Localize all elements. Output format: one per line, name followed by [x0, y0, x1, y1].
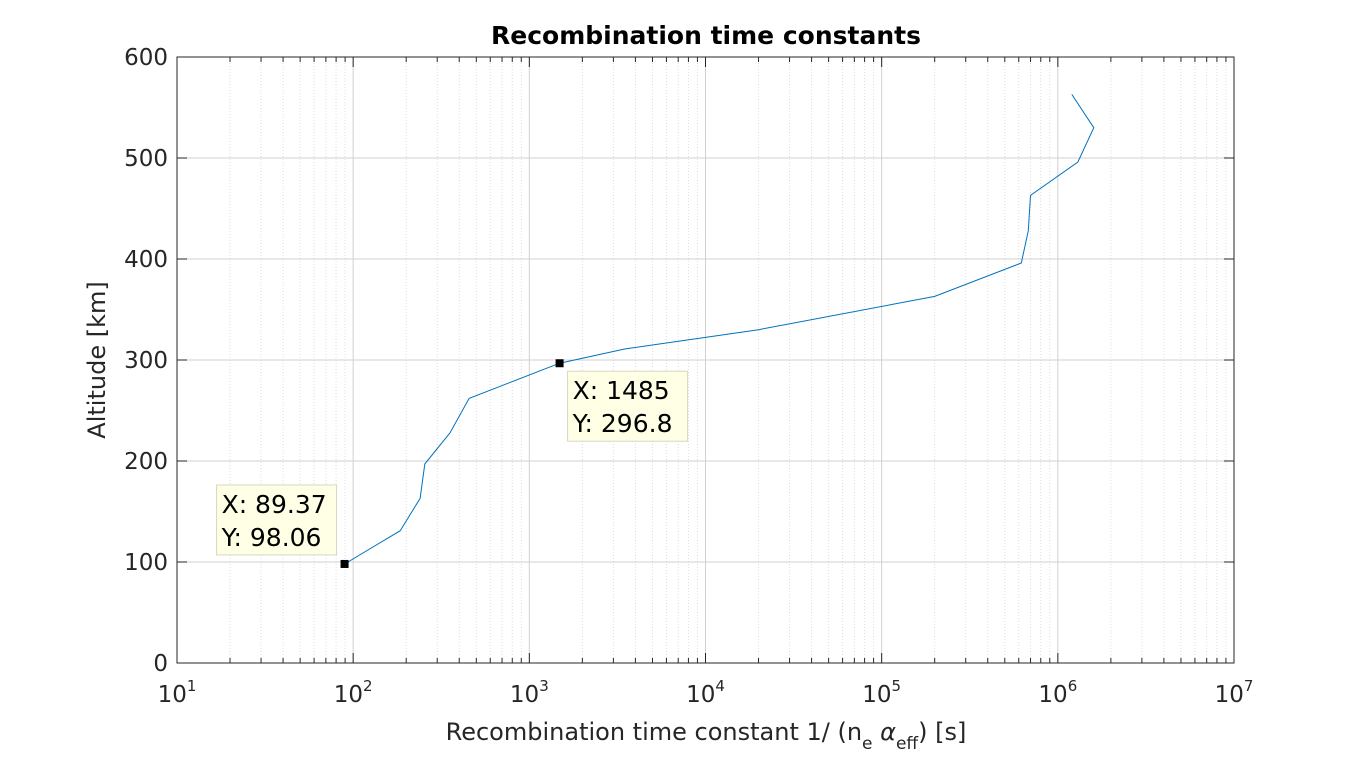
x-tick-exponent: 3 [539, 677, 549, 695]
datatip-y-text: Y: 98.06 [221, 523, 322, 552]
x-tick-exponent: 6 [1068, 677, 1078, 695]
x-tick-exponent: 1 [187, 677, 197, 695]
y-tick-label: 400 [124, 247, 168, 273]
y-tick-label: 300 [124, 348, 168, 374]
x-tick-base: 10 [862, 682, 891, 708]
datatips: X: 89.37 Y: 98.06 X: 1485 Y: 296.8 [216, 359, 689, 568]
datatip-box [216, 484, 338, 556]
x-axis-label: Recombination time constant 1/ (ne αeff)… [446, 718, 967, 754]
chart-title: Recombination time constants [491, 21, 921, 50]
x-axis-label-sub-eff: eff [896, 734, 919, 754]
x-axis-label-prefix: Recombination time constant 1/ (n [446, 718, 862, 746]
x-tick-exponent: 7 [1244, 677, 1254, 695]
x-tick-exponent: 4 [715, 677, 725, 695]
x-axis-label-sub-e: e [862, 734, 872, 754]
x-tick-exponent: 2 [363, 677, 373, 695]
x-axis-label-suffix: ) [s] [918, 718, 966, 746]
x-tick-base: 10 [1038, 682, 1067, 708]
y-tick-label: 0 [153, 651, 168, 677]
x-tick-base: 10 [686, 682, 715, 708]
x-tick-label: 105 [862, 677, 901, 708]
x-tick-base: 10 [510, 682, 539, 708]
x-axis-label-alpha: α [873, 718, 897, 746]
y-tick-label: 600 [124, 45, 168, 71]
x-tick-label: 107 [1215, 677, 1254, 708]
datatip-y-text: Y: 296.8 [572, 409, 673, 438]
y-tick-label: 500 [124, 146, 168, 172]
x-tick-base: 10 [158, 682, 187, 708]
x-tick-label: 104 [686, 677, 725, 708]
x-tick-exponent: 5 [892, 677, 902, 695]
y-tick-label: 100 [124, 550, 168, 576]
x-tick-label: 102 [334, 677, 373, 708]
grid [177, 57, 1234, 663]
x-tick-label: 101 [158, 677, 197, 708]
y-tick-label: 200 [124, 449, 168, 475]
series-line [344, 94, 1095, 565]
x-tick-label: 106 [1038, 677, 1077, 708]
datatip-marker [555, 359, 564, 368]
x-tick-base: 10 [334, 682, 363, 708]
datatip-x-text: X: 89.37 [222, 490, 327, 519]
datatip-marker [340, 559, 349, 568]
datatip-box [567, 370, 689, 442]
x-tick-label: 103 [510, 677, 549, 708]
x-tick-base: 10 [1215, 682, 1244, 708]
datatip-x-text: X: 1485 [573, 376, 670, 405]
y-axis-label: Altitude [km] [83, 281, 111, 438]
series-group [344, 94, 1095, 565]
